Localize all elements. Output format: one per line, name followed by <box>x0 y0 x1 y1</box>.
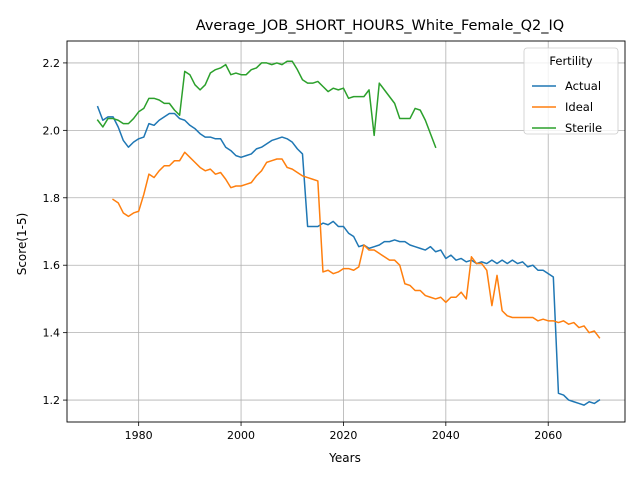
y-tick-label: 1.2 <box>43 394 61 407</box>
chart-title: Average_JOB_SHORT_HOURS_White_Female_Q2_… <box>196 18 564 34</box>
y-tick-label: 1.6 <box>43 259 61 272</box>
x-tick-label: 2060 <box>534 429 562 442</box>
series-lines <box>96 60 601 406</box>
x-tick-label: 2000 <box>227 429 255 442</box>
legend-label-sterile: Sterile <box>565 121 602 135</box>
legend-box <box>523 47 619 135</box>
x-axis: 1980 2000 2020 2040 2060 <box>125 422 562 442</box>
y-tick-label: 2.0 <box>43 124 61 137</box>
x-tick-label: 2040 <box>432 429 460 442</box>
legend-label-actual: Actual <box>565 79 601 93</box>
legend-title: Fertility <box>549 54 592 68</box>
series-line-sterile <box>96 60 437 149</box>
y-axis-label: Score(1-5) <box>15 213 29 276</box>
x-tick-label: 2020 <box>329 429 357 442</box>
legend-label-ideal: Ideal <box>565 100 593 114</box>
series-line-actual <box>96 105 601 406</box>
plot-area-frame <box>66 40 626 423</box>
y-axis: 1.2 1.4 1.6 1.8 2.0 2.2 <box>43 57 67 407</box>
y-tick-label: 2.2 <box>43 57 61 70</box>
x-axis-label: Years <box>328 451 361 465</box>
x-tick-label: 1980 <box>125 429 153 442</box>
legend: Fertility Actual Ideal Sterile <box>523 47 619 135</box>
y-tick-label: 1.4 <box>43 327 61 340</box>
series-line-ideal <box>112 151 601 339</box>
y-tick-label: 1.8 <box>43 192 61 205</box>
